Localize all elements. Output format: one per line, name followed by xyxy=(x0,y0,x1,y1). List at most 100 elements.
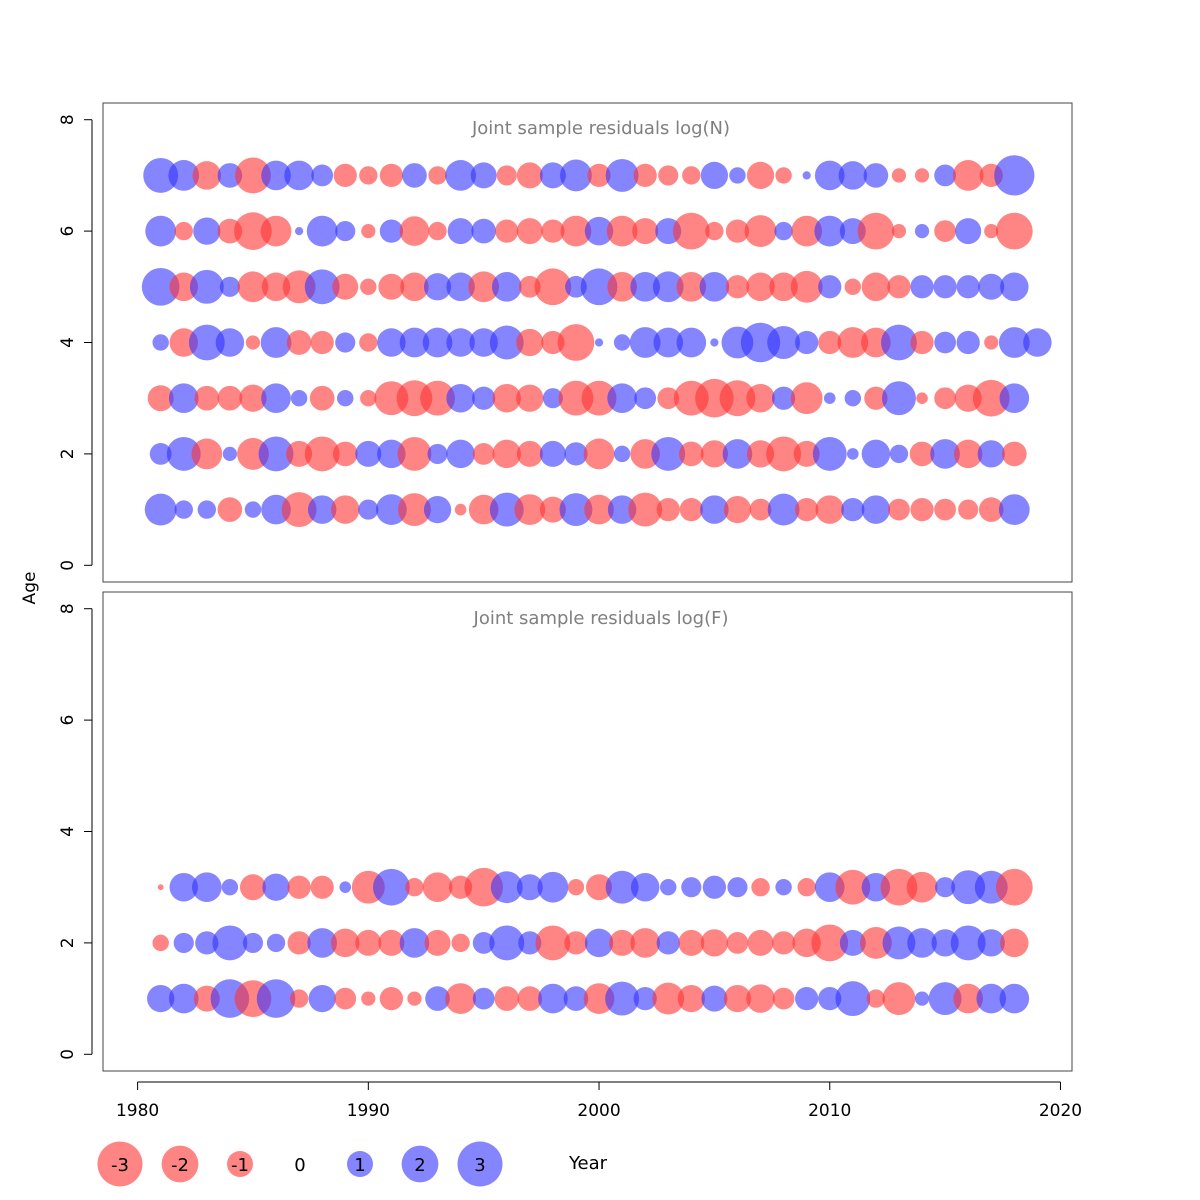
residual-bubble xyxy=(286,440,313,467)
residual-bubble xyxy=(977,929,1005,957)
residual-bubble xyxy=(607,495,637,524)
x-tick-label: 1990 xyxy=(347,1101,390,1121)
residual-bubble xyxy=(423,495,452,524)
y-tick-label: 4 xyxy=(58,337,78,348)
residual-bubble xyxy=(472,443,495,465)
residual-bubble xyxy=(630,271,660,302)
residual-bubble xyxy=(710,338,719,347)
residual-bubble xyxy=(882,982,916,1016)
residual-bubble xyxy=(402,163,427,188)
residual-bubble xyxy=(399,928,430,958)
residual-bubble xyxy=(378,273,405,300)
residual-bubble xyxy=(516,162,543,189)
residual-bubble xyxy=(793,440,820,467)
y-tick-label: 6 xyxy=(58,715,78,726)
residual-bubble xyxy=(427,443,448,464)
residual-bubble xyxy=(814,160,845,191)
residual-bubble xyxy=(376,494,407,525)
residual-bubble xyxy=(542,388,563,409)
residual-bubble xyxy=(934,498,956,521)
legend-bubble xyxy=(347,1151,373,1177)
residual-bubble xyxy=(244,501,262,518)
residual-bubble xyxy=(535,925,571,961)
residual-bubble xyxy=(790,270,823,303)
residual-bubble xyxy=(308,984,336,1013)
legend-label: 0 xyxy=(294,1155,305,1176)
y-tick-label: 2 xyxy=(58,448,78,459)
residual-bubble xyxy=(746,440,775,468)
residual-bubble xyxy=(239,874,266,901)
residual-bubble xyxy=(999,383,1030,414)
residual-bubble xyxy=(152,934,169,952)
residual-bubble xyxy=(560,215,592,247)
residual-bubble xyxy=(332,441,358,467)
residual-bubble xyxy=(260,327,292,358)
residual-bubble xyxy=(266,933,286,953)
residual-bubble xyxy=(405,878,424,897)
residual-bubble xyxy=(928,982,962,1016)
residual-bubble xyxy=(197,500,217,519)
residual-bubble xyxy=(651,436,686,471)
residual-bubble xyxy=(355,440,382,467)
residual-bubble xyxy=(660,878,677,896)
legend-bubble xyxy=(97,1141,143,1187)
residual-bubble xyxy=(174,500,193,519)
residual-bubble xyxy=(881,324,917,361)
residual-bubble xyxy=(812,436,847,471)
residual-bubble xyxy=(464,867,503,907)
residual-bubble xyxy=(774,221,793,241)
residual-bubble xyxy=(145,215,177,247)
residual-bubble xyxy=(581,380,617,416)
residual-bubble xyxy=(998,327,1030,358)
residual-bubble xyxy=(795,986,819,1011)
y-tick-label: 4 xyxy=(58,826,78,837)
residual-bubble xyxy=(560,159,592,192)
residual-bubble xyxy=(217,497,243,522)
residual-bubble xyxy=(984,223,999,239)
residual-bubble xyxy=(632,218,659,245)
residual-bubble xyxy=(361,223,376,239)
residual-bubble xyxy=(168,983,199,1014)
residual-bubble xyxy=(797,878,816,897)
residual-bubble xyxy=(359,166,378,185)
y-tick-label: 8 xyxy=(58,114,78,125)
residual-bubble xyxy=(445,983,476,1014)
residual-bubble xyxy=(775,167,792,184)
residual-bubble xyxy=(746,984,775,1013)
residual-bubble xyxy=(844,389,862,407)
residual-bubble xyxy=(978,497,1004,522)
residual-bubble xyxy=(174,221,193,241)
residual-bubble xyxy=(628,492,663,527)
residual-bubble xyxy=(379,986,404,1011)
residual-bubble xyxy=(907,928,937,958)
residual-bubble xyxy=(972,379,1010,417)
y-tick-label: 6 xyxy=(58,226,78,237)
panel-logF-bubbles xyxy=(147,867,1033,1018)
residual-bubble xyxy=(287,931,311,955)
residual-bubble xyxy=(399,216,430,246)
residual-bubble xyxy=(634,387,657,410)
residual-bubble xyxy=(489,925,525,961)
residual-bubble xyxy=(995,212,1033,250)
residual-bubble xyxy=(239,384,267,412)
residual-bubble xyxy=(705,221,724,241)
residual-bubble xyxy=(676,271,707,302)
residual-bubble xyxy=(837,327,869,358)
residual-bubble xyxy=(613,334,631,351)
residual-bubble xyxy=(379,163,404,188)
residual-bubble xyxy=(286,330,312,355)
residual-bubble xyxy=(847,448,859,460)
residual-bubble xyxy=(749,498,772,521)
residual-bubble xyxy=(260,215,292,247)
residual-bubble xyxy=(219,276,240,297)
residual-bubble xyxy=(861,495,891,524)
residual-bubble xyxy=(630,439,660,469)
residual-bubble xyxy=(304,269,340,305)
residual-bubble xyxy=(586,874,613,901)
x-tick-label: 2000 xyxy=(577,1101,620,1121)
size-legend: -3 -2 -1 0 1 2 3 xyxy=(97,1141,503,1187)
panel-logN: Joint sample residuals log(N) 0 2 4 6 8 xyxy=(58,102,1073,583)
residual-bubble xyxy=(910,275,934,299)
legend-bubble xyxy=(227,1151,253,1177)
